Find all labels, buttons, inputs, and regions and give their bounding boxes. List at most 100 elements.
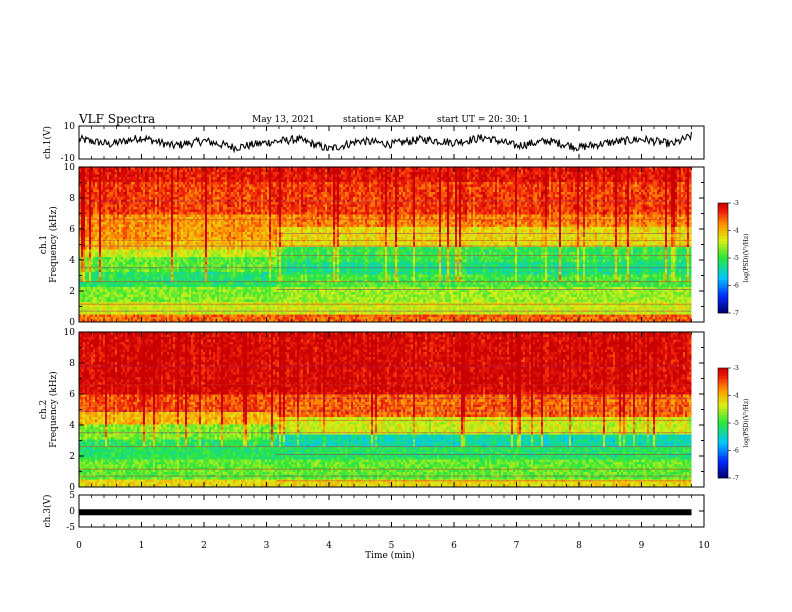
spectrogram-cell xyxy=(159,237,162,240)
spectrogram-cell xyxy=(217,169,220,173)
spectrogram-cell xyxy=(125,217,128,220)
spectrogram-cell xyxy=(179,274,182,278)
spectrogram-cell xyxy=(125,232,128,235)
spectrogram-cell xyxy=(145,234,148,238)
station-label: station= KAP xyxy=(343,115,404,125)
spectrogram-cell xyxy=(167,272,170,275)
spectrogram-cell xyxy=(191,279,194,283)
spectrogram-cell xyxy=(179,172,182,175)
spectrogram-cell xyxy=(99,257,102,260)
spectrogram-cell xyxy=(225,254,228,258)
spectrogram-cell xyxy=(153,169,156,173)
spectrogram-cell xyxy=(109,254,112,258)
spectrogram-cell xyxy=(231,307,234,310)
spectrogram-cell xyxy=(121,294,124,298)
spectrogram-cell xyxy=(179,209,182,213)
spectrogram-cell xyxy=(221,219,224,223)
spectrogram-cell xyxy=(81,174,84,178)
spectrogram-cell xyxy=(103,172,106,175)
spectrogram-cell xyxy=(213,294,216,298)
spectrogram-cell xyxy=(155,217,158,220)
spectrogram-cell xyxy=(87,194,90,198)
spectrogram-cell xyxy=(223,264,226,268)
spectrogram-cell xyxy=(159,187,162,190)
spectrogram-cell xyxy=(183,272,186,275)
spectrogram-cell xyxy=(125,262,128,265)
spectrogram-cell xyxy=(125,284,128,288)
spectrogram-cell xyxy=(85,289,88,293)
spectrogram-cell xyxy=(115,254,118,258)
spectrogram-cell xyxy=(229,319,232,323)
spectrogram-cell xyxy=(225,224,228,228)
spectrogram-cell xyxy=(153,242,156,245)
spectrogram-cell xyxy=(167,264,170,268)
spectrogram-cell xyxy=(233,257,236,260)
spectrogram-cell xyxy=(151,184,154,188)
spectrogram-cell xyxy=(233,297,236,300)
spectrogram-cell xyxy=(189,247,192,250)
spectrogram-cell xyxy=(227,319,230,323)
spectrogram-cell xyxy=(233,304,236,308)
spectrogram-cell xyxy=(99,174,102,178)
spectrogram-cell xyxy=(145,259,148,263)
spectrogram-cell xyxy=(219,209,222,213)
spectrogram-cell xyxy=(211,277,214,280)
spectrogram-cell xyxy=(115,184,118,188)
spectrogram-cell xyxy=(91,282,94,285)
spectrogram-cell xyxy=(149,229,152,233)
spectrogram-cell xyxy=(197,299,200,303)
spectrogram-cell xyxy=(89,292,92,295)
spectrogram-cell xyxy=(139,189,142,193)
spectrogram-cell xyxy=(219,289,222,293)
spectrogram-cell xyxy=(199,202,202,205)
spectrogram-cell xyxy=(185,197,188,200)
spectrogram-cell xyxy=(219,197,222,200)
spectrogram-cell xyxy=(197,189,200,193)
spectrogram-cell xyxy=(231,287,234,290)
spectrogram-cell xyxy=(173,172,176,175)
spectrogram-cell xyxy=(177,262,180,265)
spectrogram-cell xyxy=(95,187,98,190)
spectrogram-cell xyxy=(97,204,100,208)
spectrogram-cell xyxy=(153,252,156,255)
spectrogram-cell xyxy=(167,172,170,175)
spectrogram-cell xyxy=(203,307,206,310)
spectrogram-cell xyxy=(131,194,134,198)
spectrogram-cell xyxy=(119,214,122,218)
spectrogram-cell xyxy=(111,182,114,185)
spectrogram-cell xyxy=(217,229,220,233)
spectrogram-cell xyxy=(131,262,134,265)
spectrogram-cell xyxy=(165,197,168,200)
spectrogram-cell xyxy=(229,272,232,275)
spectrogram-cell xyxy=(187,297,190,300)
spectrogram-cell xyxy=(235,229,238,233)
spectrogram-cell xyxy=(227,247,230,250)
spectrogram-cell xyxy=(199,259,202,263)
spectrogram-cell xyxy=(207,212,210,215)
spectrogram-cell xyxy=(103,182,106,185)
spectrogram-cell xyxy=(227,297,230,300)
spectrogram-cell xyxy=(117,214,120,218)
spectrogram-cell xyxy=(231,174,234,178)
spectrogram-cell xyxy=(155,289,158,293)
spectrogram-cell xyxy=(129,172,132,175)
spectrogram-cell xyxy=(213,172,216,175)
spectrogram-cell xyxy=(221,222,224,225)
spectrogram-cell xyxy=(215,297,218,300)
spectrogram-cell xyxy=(119,232,122,235)
spectrogram-cell xyxy=(135,247,138,250)
spectrogram-cell xyxy=(143,279,146,283)
spectrogram-cell xyxy=(173,279,176,283)
spectrogram-cell xyxy=(149,194,152,198)
spectrogram-cell xyxy=(215,249,218,253)
spectrogram-cell xyxy=(151,254,154,258)
spectrogram-cell xyxy=(183,229,186,233)
spectrogram-cell xyxy=(187,262,190,265)
spectrogram-cell xyxy=(167,317,170,320)
spectrogram-cell xyxy=(189,317,192,320)
spectrogram-cell xyxy=(105,177,108,180)
spectrogram-cell xyxy=(89,169,92,173)
spectrogram-cell xyxy=(155,202,158,205)
spectrogram-cell xyxy=(131,314,134,318)
spectrogram-cell xyxy=(203,252,206,255)
